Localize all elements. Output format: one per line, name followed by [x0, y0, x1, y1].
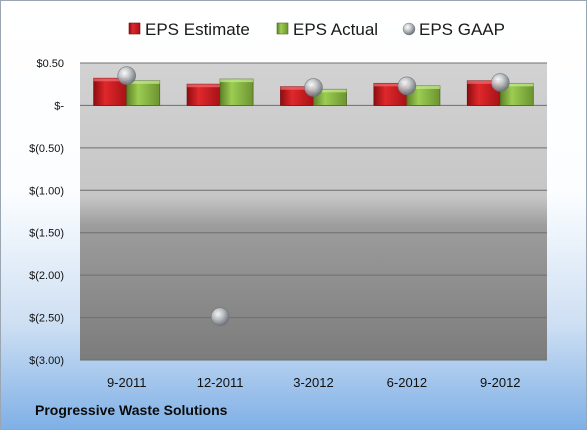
y-tick-label: $-	[54, 100, 64, 112]
y-axis-ticks: $0.50 $- $(0.50) $(1.00) $(1.50) $(2.00) $(2.5…	[29, 58, 64, 367]
marker-eps-gaap	[117, 66, 136, 86]
y-tick-label: $(2.00)	[29, 270, 64, 282]
bar-eps-actual-highlight	[220, 79, 254, 83]
x-tick-label: 6-2012	[387, 375, 427, 390]
bar-eps-actual-highlight	[500, 83, 534, 87]
y-tick-label: $(0.50)	[29, 143, 64, 155]
legend: EPS Estimate EPS Actual EPS GAAP	[128, 20, 505, 39]
bar-eps-estimate-highlight	[187, 84, 221, 88]
bar-eps-estimate	[186, 83, 221, 106]
y-tick-label: $(1.00)	[29, 185, 64, 197]
x-tick-label: 3-2012	[293, 375, 333, 390]
legend-label: EPS Actual	[293, 20, 378, 39]
y-tick-label: $(1.50)	[29, 228, 64, 240]
bar-eps-actual-highlight	[126, 80, 160, 84]
marker-eps-gaap	[304, 78, 323, 97]
bar-eps-actual	[126, 80, 161, 106]
marker-eps-gaap	[397, 76, 417, 96]
legend-label: EPS GAAP	[419, 20, 505, 39]
legend-swatch-eps-estimate	[128, 22, 141, 35]
bar-eps-actual	[219, 78, 254, 106]
bar-eps-actual-highlight	[406, 85, 440, 89]
y-tick-label: $0.50	[36, 58, 64, 70]
gaap-markers	[117, 66, 510, 327]
plot-area	[80, 63, 547, 360]
x-tick-label: 9-2012	[480, 375, 520, 390]
bar-eps-actual-highlight	[313, 89, 347, 93]
bar-eps-estimate-highlight	[93, 78, 127, 82]
legend-label: EPS Estimate	[145, 20, 250, 39]
y-tick-label: $(3.00)	[29, 355, 64, 367]
y-tick-label: $(2.50)	[29, 313, 64, 325]
legend-swatch-eps-actual	[276, 22, 289, 35]
x-axis-ticks: 9-2011 12-2011 3-2012 6-2012 9-2012	[107, 375, 521, 390]
marker-eps-gaap	[210, 307, 230, 327]
x-tick-label: 12-2011	[197, 375, 244, 390]
legend-swatch-eps-gaap	[402, 22, 416, 36]
bar-eps-estimate-highlight	[467, 80, 501, 84]
bar-eps-estimate-highlight	[373, 83, 407, 87]
bar-eps-estimate-highlight	[280, 86, 314, 90]
x-tick-label: 9-2011	[107, 375, 147, 390]
marker-eps-gaap	[490, 73, 510, 92]
company-name: Progressive Waste Solutions	[35, 402, 228, 418]
